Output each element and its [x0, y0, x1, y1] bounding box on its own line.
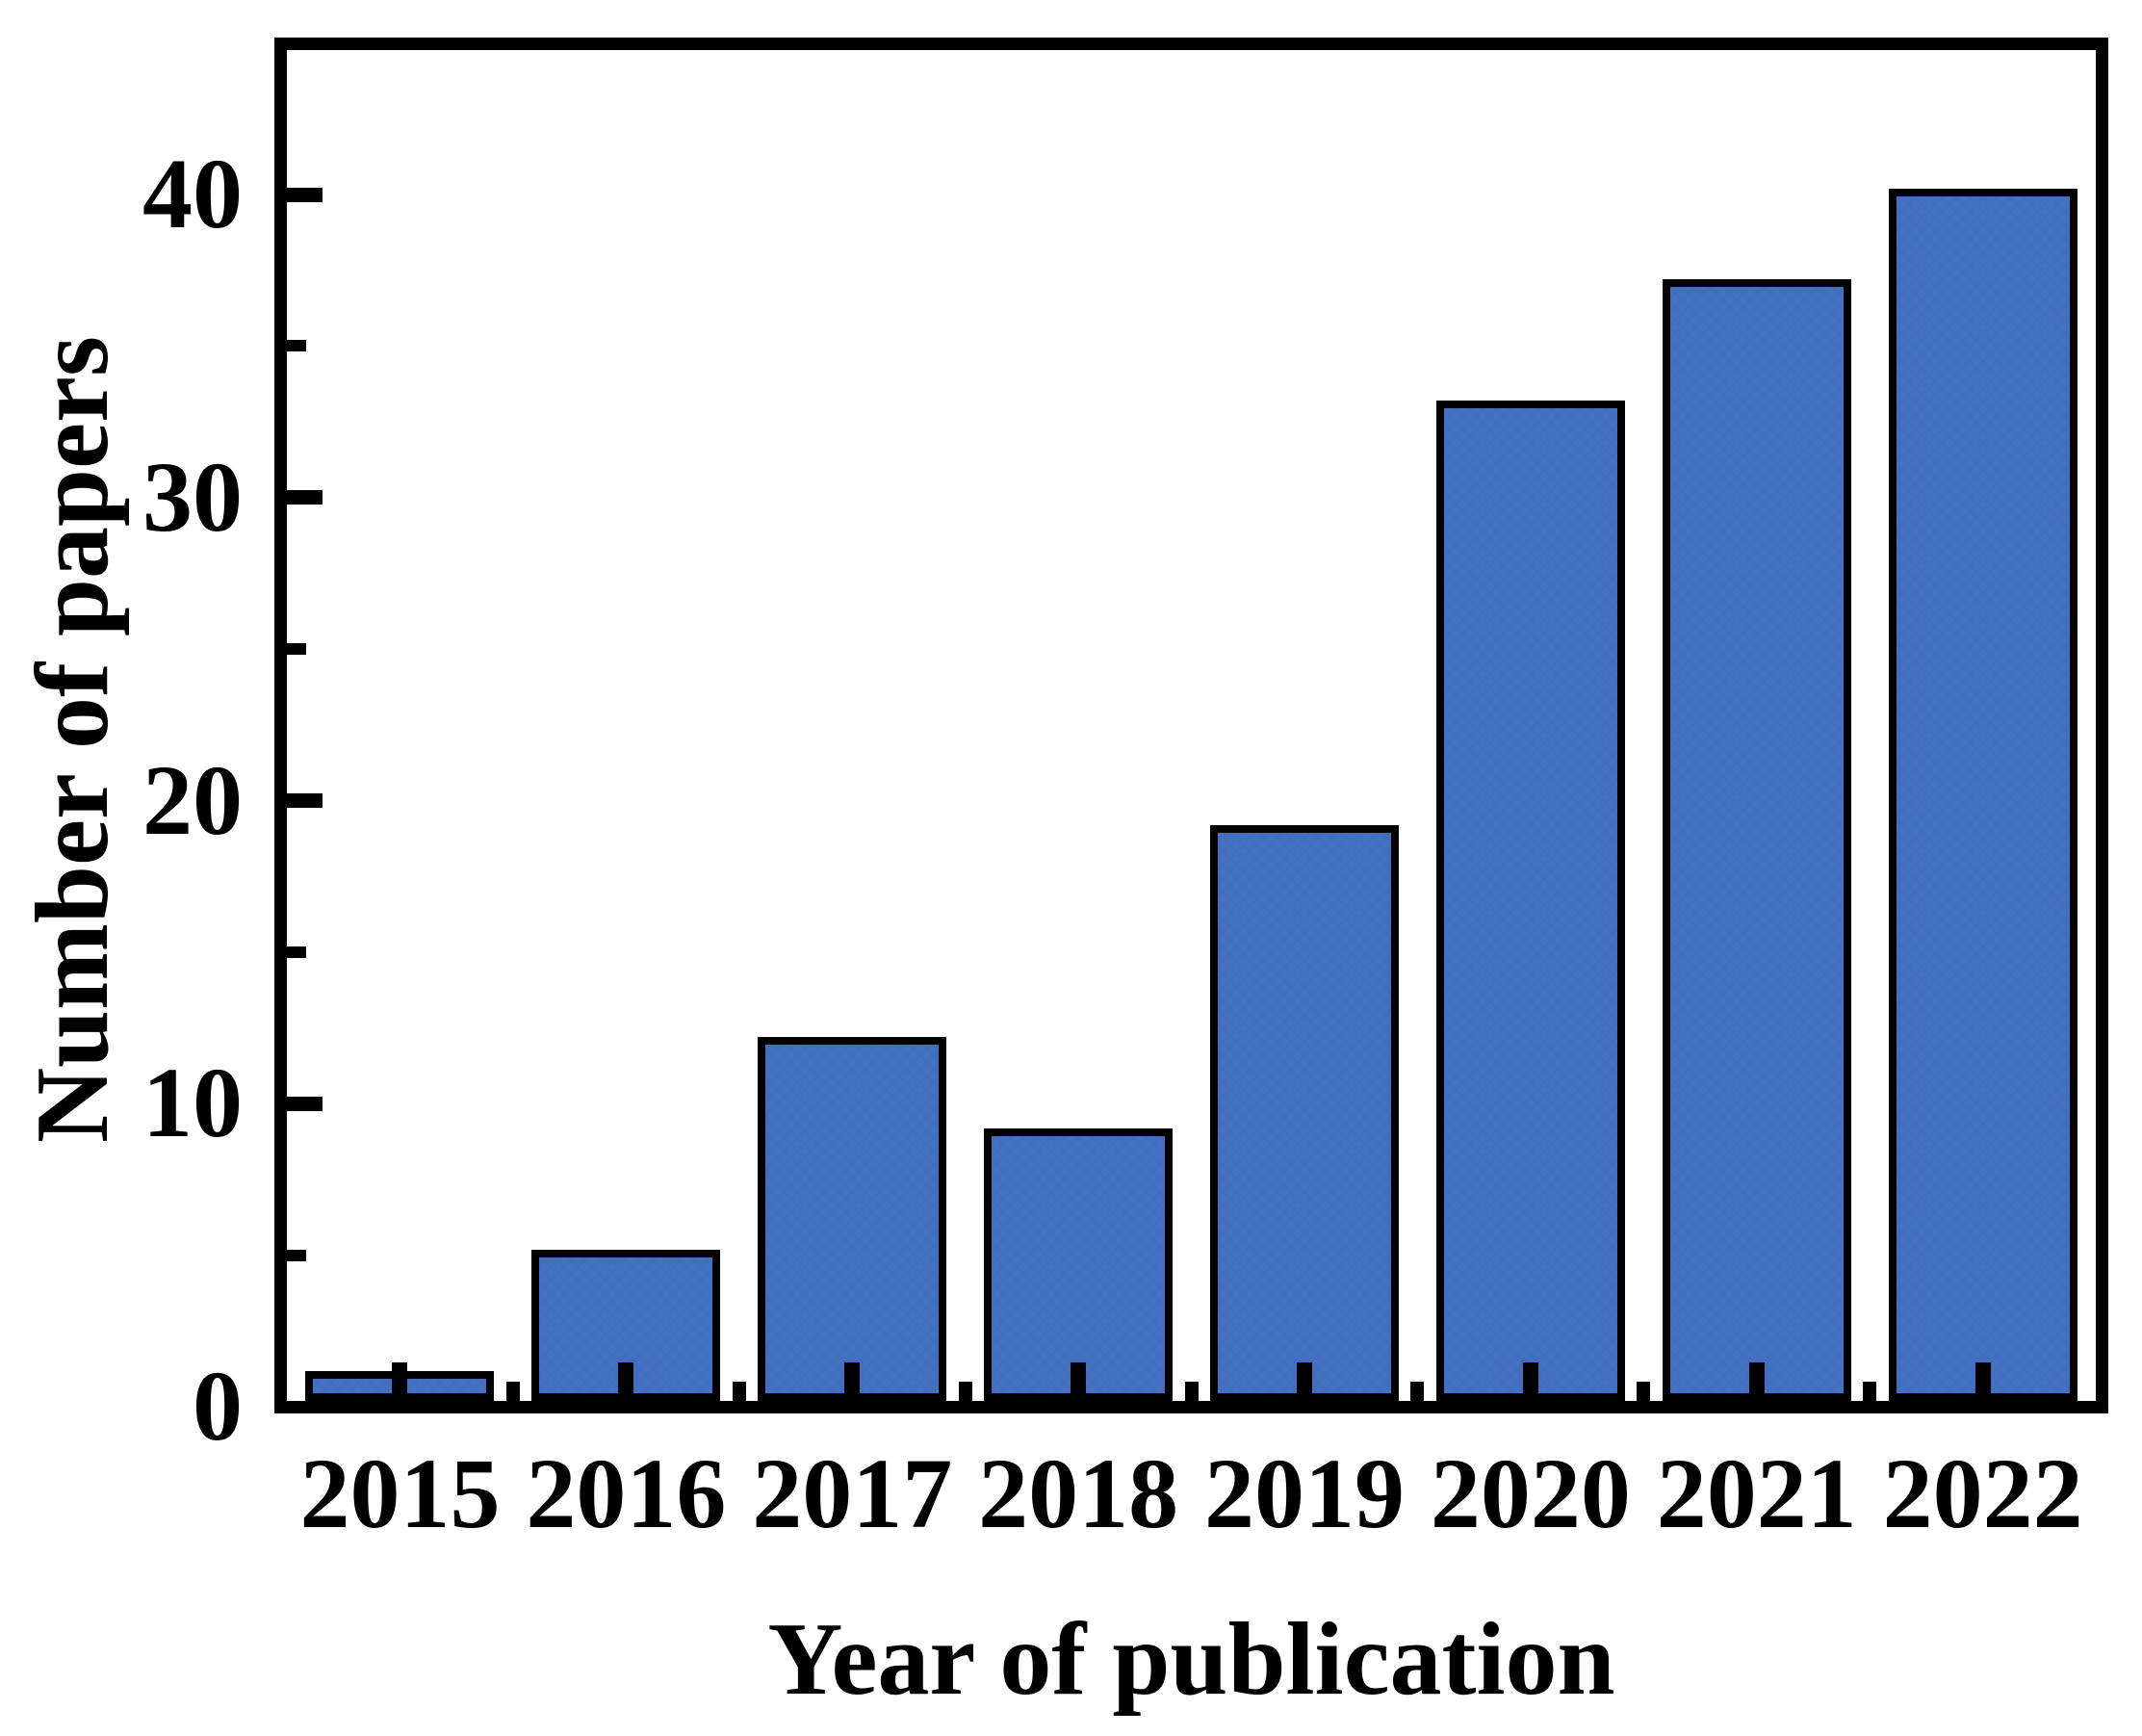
bar-2017 — [758, 1037, 947, 1401]
y-tick-label-40: 40 — [142, 139, 243, 249]
y-tick-label-10: 10 — [142, 1048, 243, 1159]
x-major-tick-2018 — [1071, 1362, 1087, 1401]
x-major-tick-2017 — [844, 1362, 861, 1401]
y-major-tick-30 — [287, 490, 323, 505]
x-minor-tick-3 — [958, 1382, 972, 1401]
x-major-tick-2022 — [1974, 1362, 1991, 1401]
y-major-tick-10 — [287, 1096, 323, 1111]
x-axis-title: Year of publication — [767, 1602, 1615, 1717]
x-tick-label-2019: 2019 — [1203, 1438, 1405, 1549]
x-major-tick-2020 — [1522, 1362, 1538, 1401]
y-major-tick-40 — [287, 187, 323, 202]
bar-2018 — [984, 1128, 1174, 1401]
y-minor-tick-25 — [287, 643, 306, 656]
x-tick-label-2022: 2022 — [1882, 1438, 2083, 1549]
x-tick-label-2016: 2016 — [526, 1438, 727, 1549]
bar-2020 — [1435, 401, 1625, 1401]
x-tick-label-2021: 2021 — [1656, 1438, 1857, 1549]
x-major-tick-2015 — [392, 1362, 408, 1401]
x-minor-tick-6 — [1637, 1382, 1651, 1401]
x-minor-tick-1 — [505, 1382, 520, 1401]
y-tick-label-0: 0 — [193, 1351, 243, 1462]
bar-2022 — [1888, 189, 2077, 1401]
y-minor-tick-15 — [287, 946, 306, 958]
y-minor-tick-5 — [287, 1249, 306, 1261]
x-major-tick-2016 — [618, 1362, 634, 1401]
x-tick-label-2015: 2015 — [299, 1438, 501, 1549]
y-minor-tick-35 — [287, 340, 306, 352]
x-major-tick-2019 — [1296, 1362, 1312, 1401]
y-major-tick-20 — [287, 793, 323, 808]
bar-2021 — [1662, 279, 1851, 1401]
x-tick-label-2020: 2020 — [1430, 1438, 1631, 1549]
bar-2019 — [1209, 825, 1399, 1401]
y-tick-label-20: 20 — [142, 744, 243, 856]
x-tick-label-2018: 2018 — [978, 1438, 1179, 1549]
x-minor-tick-5 — [1410, 1382, 1425, 1401]
y-tick-label-30: 30 — [142, 441, 243, 553]
x-minor-tick-2 — [732, 1382, 746, 1401]
x-minor-tick-4 — [1184, 1382, 1199, 1401]
x-minor-tick-7 — [1863, 1382, 1877, 1401]
x-major-tick-2021 — [1748, 1362, 1765, 1401]
x-tick-label-2017: 2017 — [752, 1438, 953, 1549]
